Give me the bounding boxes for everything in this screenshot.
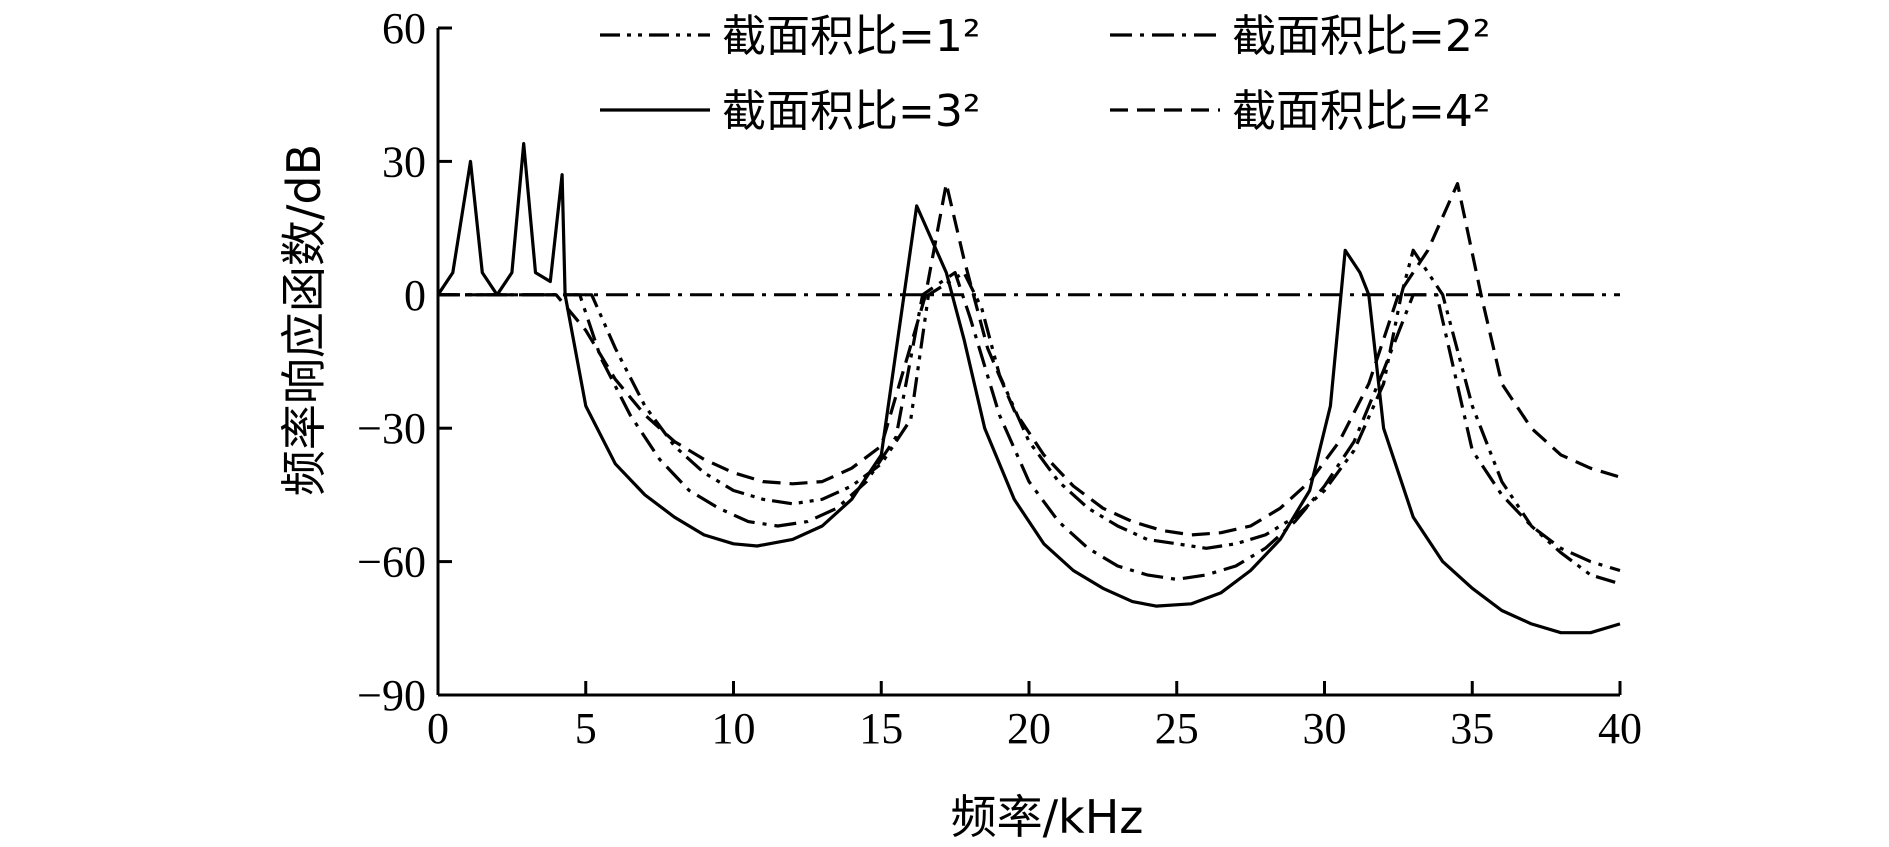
y-tick-label: 30 — [382, 137, 426, 186]
y-tick-label: −90 — [357, 671, 426, 720]
legend: 截面积比=1² 截面积比=2² 截面积比=3² 截面积比=4² — [600, 11, 1491, 137]
y-tick-label: −30 — [357, 404, 426, 453]
y-tick-label: −60 — [357, 538, 426, 587]
legend-label-4: 截面积比=4² — [1232, 86, 1491, 137]
series-line-2 — [438, 271, 1621, 582]
ticks-layer: 0 5 10 15 20 25 30 35 40 60 30 0 −30 −60 −90 — [357, 4, 1642, 753]
x-tick-label: 30 — [1303, 704, 1347, 753]
legend-label-2: 截面积比=2² — [1232, 11, 1491, 62]
x-tick-label: 20 — [1007, 704, 1051, 753]
series-line-1 — [438, 248, 1621, 586]
y-tick-label: 0 — [404, 271, 426, 320]
y-axis-label: 频率响应函数/dB — [277, 144, 331, 496]
legend-label-1: 截面积比=1² — [722, 11, 981, 62]
x-tick-label: 25 — [1155, 704, 1199, 753]
x-tick-label: 5 — [575, 704, 597, 753]
x-tick-label: 40 — [1598, 704, 1642, 753]
x-tick-label: 15 — [859, 704, 903, 753]
x-tick-label: 10 — [712, 704, 756, 753]
x-tick-label: 35 — [1450, 704, 1494, 753]
x-tick-label: 0 — [427, 704, 449, 753]
series-layer — [436, 142, 1621, 635]
y-tick-label: 60 — [382, 4, 426, 53]
legend-label-3: 截面积比=3² — [722, 86, 981, 137]
x-axis-label: 频率/kHz — [951, 790, 1144, 844]
series-line-3 — [436, 142, 1621, 635]
series-line-4 — [438, 182, 1621, 537]
